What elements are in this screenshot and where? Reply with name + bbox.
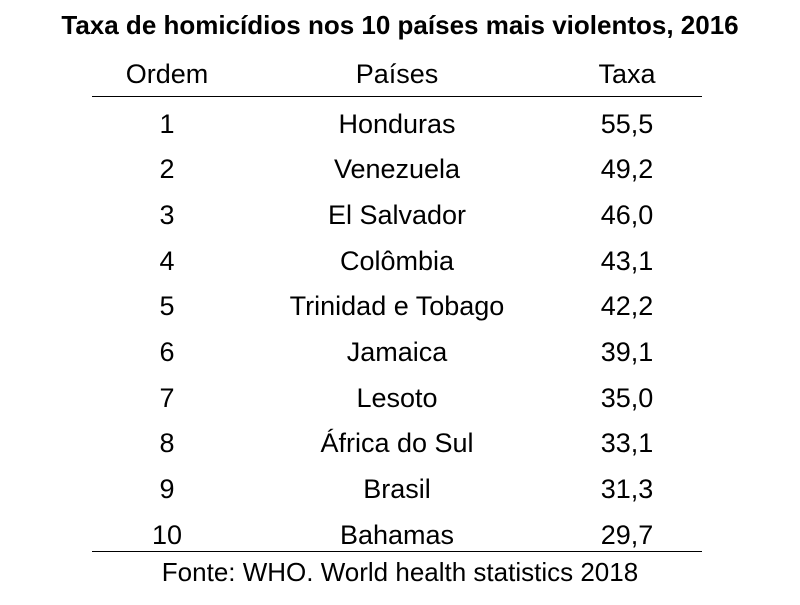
bottom-rule	[92, 551, 702, 552]
table-row: 4 Colômbia 43,1	[92, 238, 702, 284]
country-cell: Venezuela	[333, 154, 461, 185]
rate-cell: 42,2	[600, 291, 654, 322]
rank-cell: 4	[159, 245, 175, 276]
table-row: 3 El Salvador 46,0	[92, 192, 702, 238]
table-row: 5 Trinidad e Tobago 42,2	[92, 284, 702, 330]
table-header: Ordem Países Taxa	[92, 55, 702, 93]
rate-cell: 46,0	[600, 199, 654, 230]
source-note: Fonte: WHO. World health statistics 2018	[161, 557, 639, 587]
table-row: 2 Venezuela 49,2	[92, 147, 702, 193]
table-row: 8 África do Sul 33,1	[92, 421, 702, 467]
rank-cell: 6	[159, 337, 175, 367]
table-row: 7 Lesoto 35,0	[92, 375, 702, 421]
table-row: 9 Brasil 31,3	[92, 467, 702, 513]
rank-cell: 8	[159, 428, 175, 459]
table-title: Taxa de homicídios nos 10 países mais vi…	[61, 10, 739, 40]
rank-cell: 9	[159, 474, 175, 505]
rank-cell: 2	[159, 154, 175, 185]
country-cell: Colômbia	[339, 245, 455, 276]
rank-cell: 5	[159, 291, 175, 322]
rank-cell: 10	[151, 519, 183, 550]
country-cell: Bahamas	[339, 519, 455, 550]
header-rank: Ordem	[125, 58, 209, 89]
rank-cell: 1	[159, 108, 175, 139]
rate-cell: 33,1	[600, 428, 654, 459]
header-rule	[92, 96, 702, 97]
country-cell: Lesoto	[356, 382, 438, 413]
rank-cell: 7	[159, 382, 175, 413]
table-row: 6 Jamaica 39,1	[92, 330, 702, 376]
table-row: 1 Honduras 55,5	[92, 101, 702, 147]
rate-cell: 43,1	[600, 245, 654, 276]
header-country: Países	[355, 58, 439, 89]
rate-cell: 29,7	[600, 519, 654, 550]
country-cell: Trinidad e Tobago	[289, 291, 505, 322]
rate-cell: 31,3	[600, 474, 654, 505]
country-cell: Brasil	[363, 474, 431, 505]
country-cell: Jamaica	[346, 337, 448, 367]
country-cell: Honduras	[338, 108, 456, 139]
header-rate: Taxa	[598, 58, 656, 89]
rank-cell: 3	[159, 199, 175, 230]
table-row: 10 Bahamas 29,7	[92, 512, 702, 558]
rate-cell: 49,2	[600, 154, 654, 185]
country-cell: África do Sul	[320, 428, 474, 459]
rate-cell: 39,1	[600, 337, 654, 367]
rate-cell: 55,5	[600, 108, 654, 139]
rate-cell: 35,0	[600, 382, 654, 413]
country-cell: El Salvador	[327, 199, 467, 230]
